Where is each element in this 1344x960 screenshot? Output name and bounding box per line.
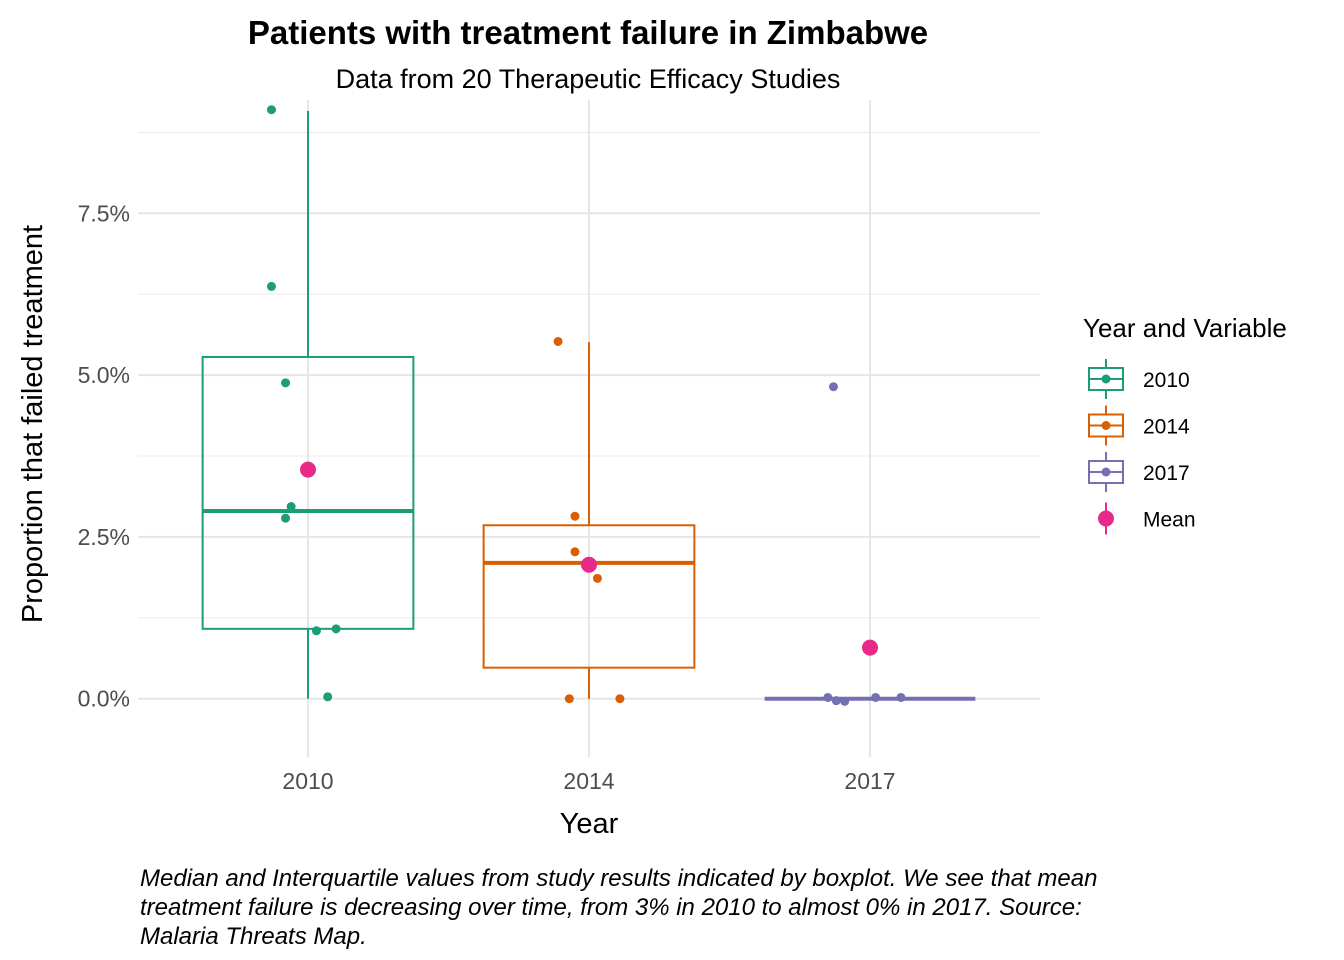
legend-title: Year and Variable: [1083, 313, 1287, 343]
box-iqr: [482, 524, 696, 669]
y-tick-label: 2.5%: [78, 524, 130, 550]
data-point-2014: [615, 694, 625, 704]
x-tick-label: 2010: [282, 768, 333, 794]
data-point-2017: [840, 696, 850, 706]
data-point-2017: [871, 692, 881, 702]
x-axis-title: Year: [560, 808, 619, 840]
data-point-2010: [266, 281, 276, 291]
data-point-2014: [570, 547, 580, 557]
x-tick-label: 2014: [563, 768, 614, 794]
legend-label: 2017: [1143, 462, 1190, 485]
data-point-2010: [281, 513, 291, 523]
legend-key-point: [1101, 421, 1111, 430]
data-point-2014: [553, 336, 563, 346]
chart-caption: Median and Interquartile values from stu…: [140, 865, 1098, 950]
x-axis-ticks: 2010 2014 2017: [282, 768, 895, 794]
legend-item-2017: 2017: [1088, 452, 1190, 492]
legend-key-mean: [1098, 510, 1114, 527]
legend-label: 2014: [1143, 416, 1190, 439]
data-point-2010: [331, 624, 341, 634]
data-point-2017: [828, 382, 838, 392]
data-point-2014: [570, 511, 580, 521]
legend-label: 2010: [1143, 369, 1190, 392]
data-point-2010: [266, 105, 276, 115]
mean-point-2014: [581, 556, 597, 573]
data-point-2010: [281, 378, 291, 388]
legend-item-2010: 2010: [1088, 359, 1190, 399]
x-tick-label: 2017: [844, 768, 895, 794]
legend-item-mean: Mean: [1098, 502, 1196, 535]
data-point-2017: [896, 692, 906, 702]
y-tick-label: 0.0%: [78, 686, 130, 712]
legend-label: Mean: [1143, 509, 1196, 532]
boxplots: [201, 111, 976, 701]
data-points: [266, 105, 906, 706]
data-point-2014: [592, 573, 602, 583]
legend-key-point: [1101, 467, 1111, 477]
chart-title: Patients with treatment failure in Zimba…: [248, 14, 928, 51]
y-axis-title: Proportion that failed treatment: [17, 225, 49, 623]
legend-item-2014: 2014: [1088, 405, 1190, 446]
legend: Year and Variable 2010 2014 2017 Mean: [1083, 313, 1287, 535]
y-tick-label: 7.5%: [78, 200, 130, 226]
data-point-2010: [311, 626, 321, 636]
mean-markers: [300, 461, 878, 656]
y-axis-ticks: 0.0% 2.5% 5.0% 7.5%: [78, 200, 130, 711]
legend-key-point: [1101, 374, 1111, 384]
chart-subtitle: Data from 20 Therapeutic Efficacy Studie…: [336, 64, 841, 94]
data-point-2017: [831, 696, 841, 706]
data-point-2010: [286, 501, 296, 511]
box-iqr: [201, 355, 415, 630]
y-tick-label: 5.0%: [78, 362, 130, 388]
data-point-2017: [823, 692, 833, 702]
data-point-2010: [323, 692, 333, 702]
data-point-2014: [564, 694, 574, 704]
mean-point-2017: [862, 639, 878, 656]
boxplot-2010: [201, 111, 415, 699]
mean-point-2010: [300, 461, 316, 478]
